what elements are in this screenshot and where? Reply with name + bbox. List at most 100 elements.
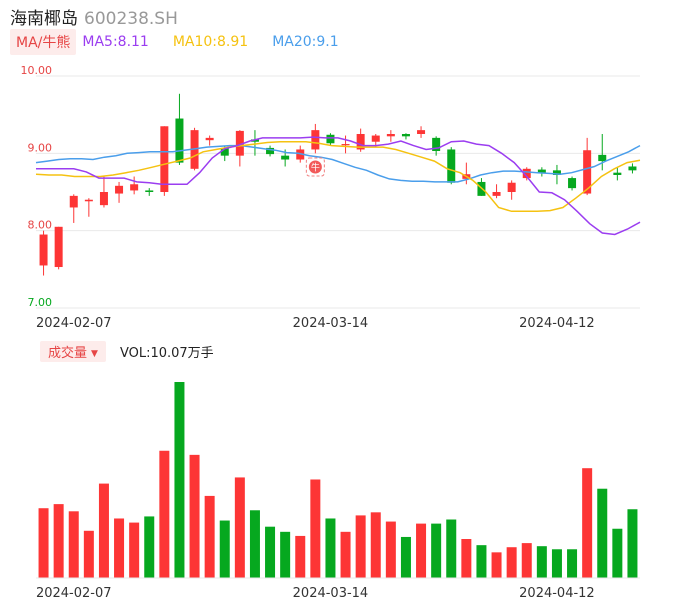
volume-indicator-selector[interactable]: 成交量 ▼ [40,340,106,362]
candle-body [371,135,380,142]
volume-bar [83,530,94,578]
ma-legend: MA/牛熊 MA5:8.11 MA10:8.91 MA20:9.1 [10,29,363,55]
volume-bar [204,495,215,578]
volume-bar [521,543,532,578]
volume-bar [189,454,200,578]
volume-bar [400,536,411,578]
volume-bar [355,515,366,578]
volume-bar [461,539,472,578]
volume-bar [53,504,64,578]
candle-body [613,172,622,175]
candle-body [628,166,637,171]
volume-date-label: 2024-02-07 [36,586,112,601]
stock-header: 海南椰岛 600238.SH [10,4,178,29]
candle-body [266,147,275,155]
volume-bar [491,552,502,578]
candle-body [160,126,169,192]
candle-body [537,169,546,174]
volume-bar [506,547,517,578]
candle-body [84,199,93,202]
volume-legend: 成交量 ▼ VOL:10.07万手 [40,340,214,362]
volume-bar [280,531,291,578]
volume-bar [174,382,185,578]
candle-body [205,137,214,141]
volume-bar [446,519,457,578]
volume-bar [144,516,155,578]
volume-bar [340,531,351,578]
candle-body [417,130,426,134]
candle-body [281,155,290,160]
volume-bar [129,522,140,578]
volume-bar [612,528,623,578]
volume-bar [567,549,578,578]
volume-bar [536,546,547,578]
volume-bar [114,518,125,578]
volume-value: VOL:10.07万手 [119,345,214,361]
candle-body [145,190,154,192]
candle-body [326,134,335,144]
candle-body [432,137,441,152]
candle-body [522,168,531,179]
volume-date-label: 2024-04-12 [519,586,595,601]
candle-body [386,134,395,137]
candle-body [447,149,456,183]
candle-body [220,147,229,156]
candle-body [130,184,139,191]
ma20-legend: MA20:9.1 [272,34,339,50]
price-date-label: 2024-04-12 [519,316,595,331]
candle-body [69,195,78,208]
candle-body [115,185,124,194]
candle-body [341,144,350,146]
price-tick-label: 9.00 [28,141,53,154]
volume-bar [627,509,638,578]
price-tick-label: 8.00 [28,219,53,232]
volume-bar [98,483,109,578]
price-date-label: 2024-02-07 [36,316,112,331]
candle-body [552,170,561,175]
volume-bar [68,511,79,578]
volume-bar [38,508,49,578]
candle-body [492,192,501,196]
ma10-legend: MA10:8.91 [172,34,249,50]
caret-down-icon: ▼ [91,348,98,359]
candle-body [583,150,592,194]
volume-bar [582,468,593,578]
candle-body [507,182,516,192]
ma-indicator-selector[interactable]: MA/牛熊 [10,29,77,55]
volume-bar [385,521,396,578]
candle-body [401,134,410,137]
signal-marker-frame [305,157,325,177]
candle-body [235,130,244,156]
volume-bar [234,477,245,578]
volume-date-label: 2024-03-14 [293,586,369,601]
volume-bar [416,523,427,578]
candle-body [568,178,577,189]
candle-body [39,234,48,266]
volume-bar [219,520,230,578]
volume-bar [370,512,381,578]
volume-bar [295,535,306,578]
stock-code: 600238.SH [84,9,178,29]
volume-bar [265,526,276,578]
volume-bar [431,523,442,578]
candle-body [54,226,63,268]
volume-bar [310,479,321,578]
ma5-line [36,136,641,236]
candle-body [356,134,365,150]
price-tick-label: 10.00 [21,64,53,77]
signal-marker-icon [308,160,322,174]
volume-bar [159,450,170,578]
volume-tag-label: 成交量 [48,345,88,361]
candle-body [99,192,108,206]
stock-name: 海南椰岛 [10,9,78,29]
price-date-label: 2024-03-14 [293,316,369,331]
volume-bar [249,510,260,578]
ma5-legend: MA5:8.11 [82,34,149,50]
ma20-line [35,144,641,183]
volume-bar [597,488,608,578]
candle-body [311,130,320,150]
volume-bar [551,549,562,578]
volume-bar [476,545,487,578]
candle-body [598,154,607,162]
